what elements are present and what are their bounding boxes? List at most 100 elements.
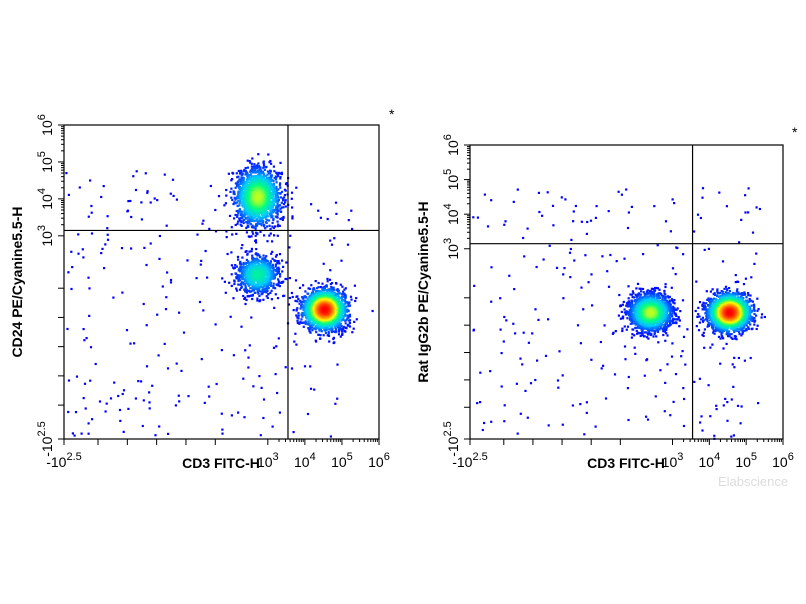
event-point: [335, 330, 338, 333]
event-point: [270, 298, 273, 301]
event-point: [348, 313, 351, 316]
event-point: [342, 305, 345, 308]
event-point: [209, 184, 212, 188]
event-point: [251, 232, 255, 235]
event-point: [265, 255, 268, 258]
event-point: [341, 318, 344, 321]
event-point: [266, 170, 269, 173]
event-point: [239, 276, 242, 279]
event-point: [262, 286, 265, 289]
event-point: [175, 198, 178, 201]
event-point: [275, 172, 279, 175]
event-point: [281, 270, 284, 273]
event-point: [276, 220, 279, 223]
event-point: [275, 181, 278, 184]
event-point: [272, 192, 275, 196]
event-point: [250, 188, 253, 191]
event-point: [91, 418, 94, 421]
event-point: [266, 289, 269, 292]
event-point: [323, 287, 326, 290]
event-point: [319, 286, 322, 289]
event-point: [258, 169, 261, 172]
event-point: [249, 185, 252, 188]
event-point: [262, 254, 265, 257]
event-point: [237, 258, 240, 261]
event-point: [270, 289, 273, 292]
event-point: [288, 277, 291, 280]
event-point: [242, 170, 245, 173]
event-point: [252, 289, 255, 292]
event-point: [254, 261, 257, 264]
event-point: [231, 233, 234, 236]
event-point: [250, 216, 253, 219]
event-point: [271, 266, 274, 269]
event-point: [350, 298, 353, 301]
event-point: [249, 161, 252, 164]
event-point: [279, 176, 282, 179]
event-point: [252, 208, 255, 211]
event-point: [263, 234, 266, 237]
event-point: [343, 294, 346, 297]
event-point: [254, 211, 257, 214]
event-point: [281, 218, 284, 221]
event-point: [313, 288, 316, 291]
event-point: [334, 318, 338, 321]
event-point: [223, 280, 226, 283]
event-point: [279, 207, 282, 210]
event-point: [294, 332, 297, 335]
event-point: [241, 276, 244, 279]
event-point: [220, 349, 223, 352]
event-point: [242, 221, 245, 225]
event-point: [246, 225, 249, 228]
event-point: [230, 414, 233, 417]
event-point: [255, 231, 258, 234]
event-point: [328, 278, 332, 281]
event-point: [324, 326, 327, 329]
event-point: [233, 280, 236, 283]
event-point: [117, 394, 120, 398]
event-point: [228, 214, 232, 217]
event-point: [320, 321, 323, 324]
event-point: [305, 296, 308, 299]
event-point: [235, 272, 238, 275]
event-point: [273, 208, 276, 212]
event-point: [254, 165, 257, 168]
event-point: [244, 273, 247, 276]
event-point: [316, 323, 319, 326]
event-point: [233, 266, 236, 269]
event-point: [265, 264, 268, 267]
event-point: [165, 224, 168, 227]
event-point: [237, 180, 240, 183]
event-point: [254, 169, 257, 172]
event-point: [327, 332, 330, 335]
event-point: [314, 339, 317, 342]
event-point: [335, 295, 338, 298]
event-point: [348, 322, 351, 325]
event-point: [326, 326, 329, 329]
event-point: [246, 221, 249, 224]
event-point: [330, 243, 334, 246]
event-point: [100, 195, 103, 199]
event-point: [277, 284, 280, 287]
event-point: [169, 281, 173, 284]
event-point: [198, 300, 202, 304]
event-point: [157, 354, 160, 357]
event-point: [81, 248, 84, 251]
event-point: [253, 262, 256, 265]
event-point: [244, 208, 248, 211]
event-point: [235, 287, 238, 290]
event-point: [302, 306, 305, 309]
event-point: [244, 213, 247, 216]
event-point: [254, 167, 257, 170]
event-point: [251, 279, 254, 282]
event-point: [267, 197, 270, 200]
event-point: [269, 227, 272, 230]
event-point: [278, 184, 281, 187]
event-point: [166, 271, 169, 274]
event-point: [261, 264, 264, 267]
event-point: [177, 394, 180, 397]
event-point: [327, 330, 330, 334]
event-point: [174, 404, 177, 407]
event-point: [278, 253, 282, 256]
event-point: [314, 328, 317, 331]
